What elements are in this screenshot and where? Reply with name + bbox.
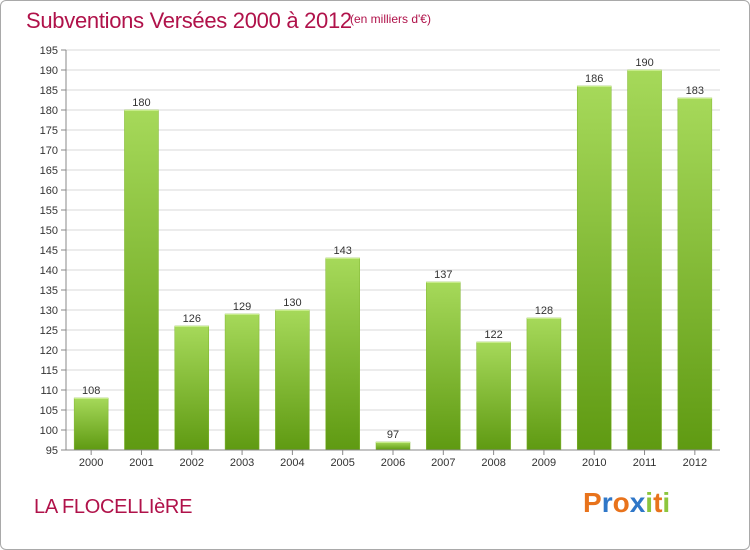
value-label-2001: 180 xyxy=(132,97,150,109)
value-label-2011: 190 xyxy=(635,57,653,69)
labels: 95 100 105 110 115 120 125 130 135 140 145 150 155 16… xyxy=(40,45,707,469)
chart-title: Subventions Versées 2000 à 2012 xyxy=(26,8,352,33)
proxiti-logo: Proxiti xyxy=(583,487,670,519)
bar-2007 xyxy=(426,281,461,451)
x-tick-label-2009: 2009 xyxy=(532,457,556,469)
value-label-2002: 126 xyxy=(183,313,201,325)
y-tick-label: 150 xyxy=(40,225,58,237)
value-label-2007: 137 xyxy=(434,269,452,281)
y-tick-label: 115 xyxy=(40,365,58,377)
bar-2006 xyxy=(375,441,411,451)
chart-subtitle: (en milliers d'€) xyxy=(350,12,431,26)
x-tick-label-2011: 2011 xyxy=(633,457,657,469)
y-tick-label: 130 xyxy=(40,305,58,317)
logo-letter: x xyxy=(629,487,646,518)
grid-lines xyxy=(66,49,720,451)
value-label-2000: 108 xyxy=(82,385,100,397)
value-label-2006: 97 xyxy=(387,429,399,441)
x-tick-label-2001: 2001 xyxy=(129,457,153,469)
x-tick-label-2004: 2004 xyxy=(280,457,304,469)
commune-name: LA FLOCELLIèRE xyxy=(34,496,193,518)
bar-2002 xyxy=(174,325,210,451)
x-tick-label-2006: 2006 xyxy=(381,457,405,469)
y-tick-label: 190 xyxy=(40,65,58,77)
value-label-2012: 183 xyxy=(686,85,704,97)
x-tick-label-2008: 2008 xyxy=(481,457,505,469)
y-tick-label: 95 xyxy=(46,445,58,457)
y-tick-label: 175 xyxy=(40,125,58,137)
bar-2003 xyxy=(224,313,260,451)
bar-2005 xyxy=(325,257,360,451)
x-tick-label-2000: 2000 xyxy=(79,457,103,469)
x-tick-label-2005: 2005 xyxy=(330,457,354,469)
y-tick-label: 195 xyxy=(40,45,58,57)
y-tick-label: 170 xyxy=(40,145,58,157)
y-tick-label: 110 xyxy=(40,385,58,397)
y-tick-label: 165 xyxy=(40,165,58,177)
bar-2012 xyxy=(677,97,713,451)
y-tick-label: 185 xyxy=(40,85,58,97)
y-tick-label: 155 xyxy=(40,205,58,217)
bar-2008 xyxy=(476,341,511,451)
axes xyxy=(61,49,720,455)
logo-letter: o xyxy=(612,487,630,518)
logo-letter: P xyxy=(583,487,602,518)
logo-letter: t xyxy=(653,487,663,518)
y-tick-label: 125 xyxy=(40,325,58,337)
y-tick-label: 140 xyxy=(40,265,58,277)
y-tick-label: 100 xyxy=(40,425,58,437)
logo-letter: i xyxy=(662,487,671,518)
y-tick-label: 120 xyxy=(40,345,58,357)
x-tick-label-2012: 2012 xyxy=(683,457,707,469)
x-tick-label-2010: 2010 xyxy=(582,457,606,469)
x-tick-label-2003: 2003 xyxy=(230,457,254,469)
value-label-2005: 143 xyxy=(334,245,352,257)
x-tick-label-2002: 2002 xyxy=(180,457,204,469)
y-tick-label: 145 xyxy=(40,245,58,257)
value-label-2008: 122 xyxy=(484,329,502,341)
bar-2010 xyxy=(576,85,612,451)
y-tick-label: 105 xyxy=(40,405,58,417)
value-label-2004: 130 xyxy=(283,297,301,309)
bars xyxy=(73,69,713,451)
logo-letter: i xyxy=(645,487,654,518)
bar-2001 xyxy=(124,109,159,451)
bar-2009 xyxy=(526,317,562,451)
bar-2000 xyxy=(73,397,109,451)
value-label-2009: 128 xyxy=(535,305,553,317)
x-tick-label-2007: 2007 xyxy=(431,457,455,469)
bar-2004 xyxy=(275,309,310,451)
y-tick-label: 160 xyxy=(40,185,58,197)
logo-letter: r xyxy=(601,487,613,518)
value-label-2003: 129 xyxy=(233,301,251,313)
value-label-2010: 186 xyxy=(585,73,603,85)
y-tick-label: 180 xyxy=(40,105,58,117)
y-tick-label: 135 xyxy=(40,285,58,297)
bar-2011 xyxy=(627,69,662,451)
